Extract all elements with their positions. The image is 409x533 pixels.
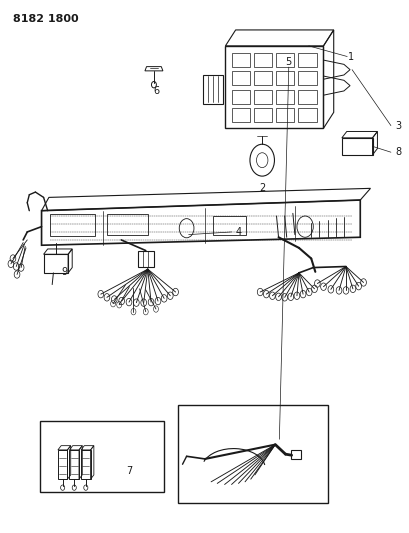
Bar — [253, 53, 272, 67]
Text: 6: 6 — [153, 86, 159, 96]
Bar — [39, 421, 164, 492]
Bar — [297, 90, 316, 104]
Bar — [69, 450, 79, 479]
Bar — [202, 75, 223, 103]
Bar — [275, 53, 294, 67]
Bar — [81, 450, 90, 479]
Bar — [231, 53, 250, 67]
Bar — [213, 216, 245, 235]
Text: 5: 5 — [285, 57, 291, 67]
Bar — [297, 71, 316, 85]
Bar — [231, 108, 250, 123]
Bar — [231, 90, 250, 104]
Bar — [137, 251, 153, 266]
Text: 9: 9 — [61, 267, 67, 277]
Bar — [178, 405, 327, 503]
Bar — [275, 90, 294, 104]
Bar — [231, 71, 250, 85]
Bar — [297, 53, 316, 67]
Bar — [49, 214, 94, 236]
Bar — [275, 71, 294, 85]
Text: 3: 3 — [394, 120, 400, 131]
Bar — [253, 108, 272, 123]
Bar — [290, 450, 300, 459]
Bar — [225, 46, 323, 128]
Text: 8182 1800: 8182 1800 — [13, 14, 79, 25]
Text: 4: 4 — [235, 227, 241, 237]
Bar — [58, 450, 67, 479]
Bar — [341, 138, 372, 155]
Bar — [275, 108, 294, 123]
Text: 2: 2 — [258, 183, 265, 193]
Text: 8: 8 — [394, 147, 400, 157]
Bar — [253, 71, 272, 85]
Bar — [107, 214, 147, 235]
Bar — [253, 90, 272, 104]
Bar — [43, 254, 68, 273]
Text: 1: 1 — [347, 52, 353, 61]
Bar — [297, 108, 316, 123]
Text: 7: 7 — [126, 466, 132, 476]
